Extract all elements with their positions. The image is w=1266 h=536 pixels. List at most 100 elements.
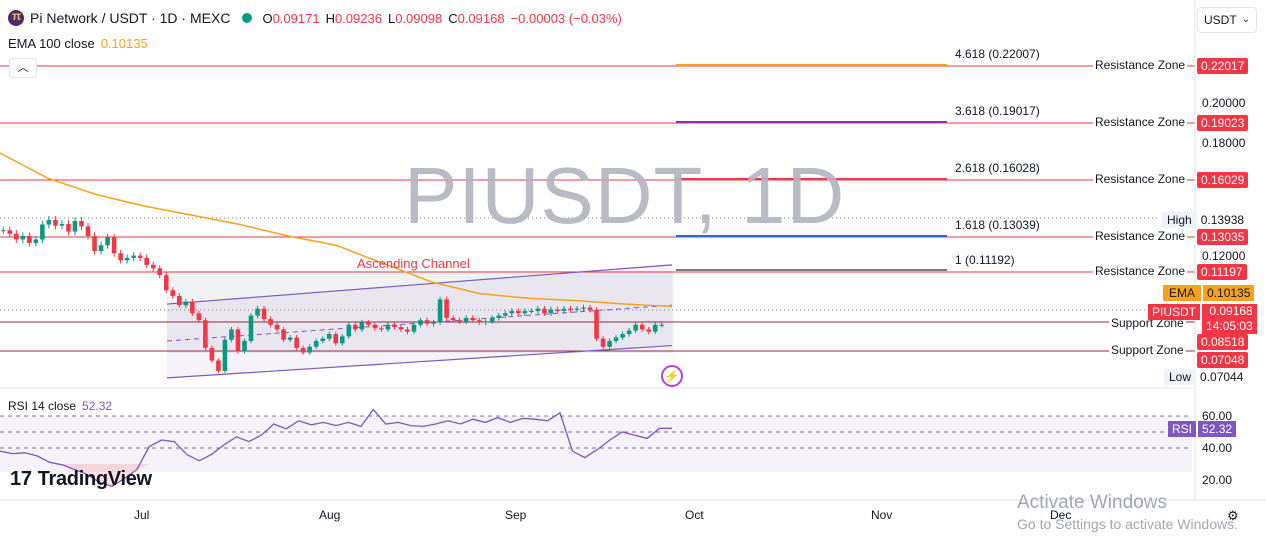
tradingview-logo[interactable]: 17 TradingView bbox=[10, 468, 152, 490]
candle bbox=[574, 308, 580, 310]
ohlc-low: L0.09098 bbox=[387, 10, 443, 26]
symbol-header[interactable]: Pi Network / USDT · 1D · MEXC O0.09171 H… bbox=[8, 9, 628, 26]
candle bbox=[300, 347, 306, 353]
candle bbox=[626, 330, 632, 335]
zone-price-tag: 0.19023 bbox=[1197, 115, 1249, 131]
candle bbox=[613, 337, 619, 341]
zone-label: Resistance Zone bbox=[1093, 115, 1188, 129]
candle bbox=[587, 307, 593, 310]
candle bbox=[548, 309, 554, 314]
zone-label: Support Zone bbox=[1109, 343, 1186, 357]
ohlc-high: H0.09236 bbox=[325, 10, 382, 26]
ohlc-open: O0.09171 bbox=[262, 10, 320, 26]
activate-windows-overlay: Activate Windows Go to Settings to activ… bbox=[1017, 492, 1238, 532]
candle bbox=[522, 310, 528, 314]
candle bbox=[535, 308, 541, 311]
zone-price-tag: 0.13035 bbox=[1197, 229, 1249, 245]
zone-price-tag: 0.16029 bbox=[1197, 172, 1249, 188]
candle bbox=[33, 239, 39, 243]
pi-network-logo-icon bbox=[8, 9, 24, 26]
currency-select[interactable]: USDT ⌄ bbox=[1197, 7, 1257, 33]
candle bbox=[437, 299, 443, 323]
candle bbox=[652, 324, 658, 332]
candle bbox=[190, 301, 195, 314]
candle bbox=[463, 317, 469, 322]
zone-price-tag: 0.08518 bbox=[1197, 334, 1249, 350]
price-axis-tick: 0.12000 bbox=[1202, 249, 1246, 263]
candle bbox=[502, 313, 508, 316]
candle bbox=[353, 324, 358, 330]
candle bbox=[379, 328, 384, 330]
collapse-legend-button[interactable]: ︿ bbox=[9, 58, 37, 78]
candle bbox=[483, 321, 488, 323]
zone-label: Resistance Zone bbox=[1093, 264, 1188, 278]
symbol-watermark: PIUSDT, 1D bbox=[404, 151, 846, 240]
channel-upper-line bbox=[166, 264, 673, 305]
candle bbox=[411, 324, 417, 332]
candle bbox=[196, 313, 202, 321]
settings-icon[interactable]: ⚙ bbox=[1227, 508, 1239, 523]
candle bbox=[111, 237, 117, 254]
rsi-oversold-fill bbox=[0, 464, 672, 487]
candle bbox=[27, 236, 32, 243]
candle bbox=[170, 290, 176, 296]
rsi-line bbox=[0, 408, 672, 488]
candle bbox=[150, 264, 156, 269]
candle bbox=[424, 320, 430, 324]
candle bbox=[620, 334, 625, 338]
candle bbox=[14, 233, 19, 240]
lightning-icon[interactable]: ⚡ bbox=[661, 365, 683, 387]
ema-price-tag: EMA 0.10135 bbox=[1163, 285, 1255, 301]
zone-price-tag: 0.11197 bbox=[1197, 264, 1247, 280]
fib-level-label: 1 (0.11192) bbox=[955, 253, 1015, 267]
candle bbox=[542, 308, 547, 314]
candle bbox=[385, 324, 391, 330]
candle bbox=[444, 299, 449, 318]
current-price-tag: PIUSDT 0.09168 14:05:03 bbox=[1148, 304, 1257, 334]
candle bbox=[431, 322, 436, 324]
candle bbox=[40, 224, 45, 240]
candle bbox=[274, 324, 280, 330]
candle bbox=[118, 253, 123, 261]
rsi-axis-tick: 20.00 bbox=[1202, 473, 1233, 487]
x-axis-month: Nov bbox=[871, 508, 893, 522]
candle bbox=[555, 309, 560, 311]
symbol-title[interactable]: Pi Network / USDT · 1D · MEXC bbox=[30, 10, 231, 26]
chevron-up-icon: ︿ bbox=[17, 62, 29, 74]
candle bbox=[607, 340, 612, 347]
candle bbox=[222, 339, 228, 371]
candle bbox=[450, 317, 456, 321]
tradingview-mark-icon: 17 bbox=[10, 468, 32, 490]
ema-indicator-legend[interactable]: EMA 100 close 0.10135 bbox=[8, 36, 148, 51]
rsi-legend[interactable]: RSI 14 close 52.32 bbox=[8, 399, 113, 413]
candle bbox=[98, 245, 104, 252]
candle bbox=[496, 315, 502, 318]
candle bbox=[529, 310, 534, 312]
x-axis-month: Jul bbox=[134, 508, 150, 522]
candle bbox=[333, 334, 339, 344]
ema-line bbox=[0, 152, 673, 308]
candle bbox=[72, 221, 78, 232]
candle bbox=[366, 322, 371, 325]
candle bbox=[294, 337, 299, 348]
candle bbox=[372, 324, 378, 329]
candle bbox=[85, 226, 91, 237]
market-open-icon bbox=[242, 13, 253, 23]
channel-label: Ascending Channel bbox=[357, 256, 470, 271]
ohlc-change: −0.00003 (−0.03%) bbox=[510, 10, 622, 26]
candle bbox=[281, 329, 286, 340]
chevron-down-icon: ⌄ bbox=[1241, 14, 1250, 25]
fib-level-label: 1.618 (0.13039) bbox=[955, 218, 1040, 232]
channel-lower-line bbox=[166, 344, 673, 379]
price-axis-tick: 0.20000 bbox=[1202, 96, 1246, 110]
candle bbox=[646, 329, 651, 332]
zone-label: Resistance Zone bbox=[1093, 58, 1188, 72]
candle bbox=[163, 275, 169, 291]
candle bbox=[183, 301, 189, 306]
candle bbox=[229, 329, 234, 340]
candle bbox=[268, 319, 273, 325]
zone-label: Resistance Zone bbox=[1093, 172, 1188, 186]
zone-price-tag: 0.22017 bbox=[1197, 58, 1249, 74]
candle bbox=[509, 310, 515, 314]
